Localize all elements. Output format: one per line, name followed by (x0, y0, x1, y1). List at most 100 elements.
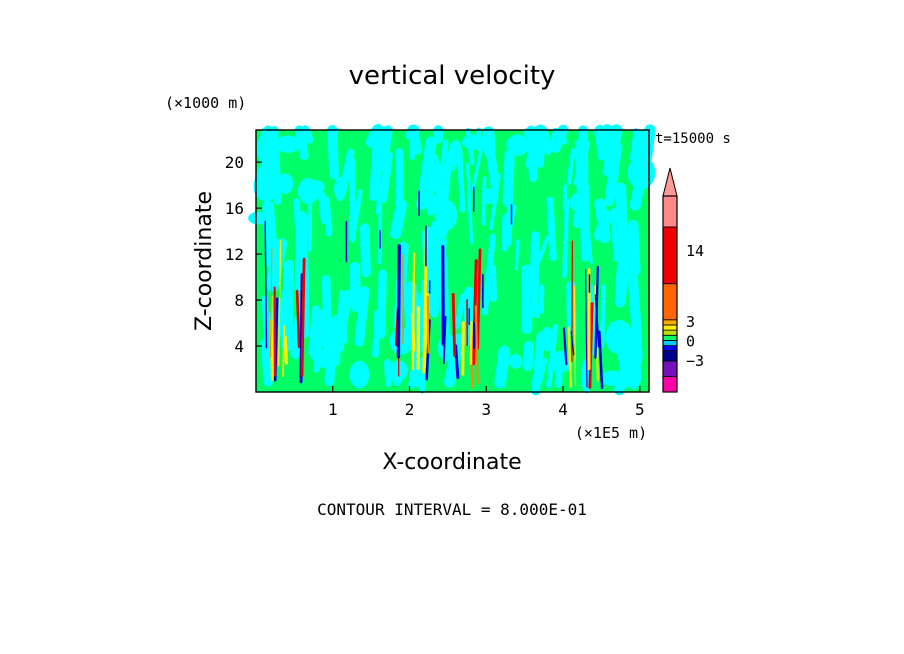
colorbar-band (662, 329, 678, 336)
field-streak (343, 308, 348, 344)
field-streak (514, 239, 520, 271)
field-streak (502, 149, 515, 208)
field-streak (260, 338, 273, 387)
colorbar-label: −3 (686, 352, 704, 370)
field-filament (411, 252, 416, 371)
field-streak (308, 305, 321, 356)
field-cell (605, 320, 634, 355)
field-filament (451, 292, 457, 357)
field-streak (424, 233, 441, 307)
field-streak (454, 293, 466, 329)
plot-frame (255, 129, 650, 393)
time-label: t=15000 s (655, 131, 731, 147)
colorbar: 14 30 −3 (662, 167, 704, 393)
field-streak (359, 223, 371, 278)
colorbar-label: 14 (686, 242, 704, 260)
field-filament (277, 239, 282, 367)
field-streak (482, 126, 496, 157)
x-axis-ticks: 1 2 3 4 5 (328, 386, 645, 419)
field-streak (378, 189, 383, 265)
field-cell (435, 199, 458, 231)
field-streak (300, 125, 314, 144)
field-streak (481, 233, 496, 316)
field-filament (573, 285, 577, 386)
field-filament (269, 319, 274, 381)
y-tick-label: 4 (234, 337, 244, 356)
field-filament (282, 325, 286, 377)
field-streak (614, 357, 632, 396)
field-streak (615, 182, 628, 237)
field-cell (506, 134, 530, 156)
field-cell (314, 310, 329, 348)
field-cell (276, 135, 301, 153)
field-streak (372, 309, 381, 358)
field-streak (594, 124, 608, 161)
velocity-field (248, 124, 656, 396)
field-streak (349, 261, 362, 313)
field-streak (354, 286, 370, 347)
colorbar-label: 3 (686, 313, 695, 331)
field-streak (546, 323, 559, 389)
field-streak (405, 124, 420, 141)
colorbar-band (662, 283, 678, 321)
field-streak (537, 235, 550, 263)
field-cell (569, 192, 588, 212)
field-streak (615, 232, 632, 292)
field-streak (318, 191, 329, 225)
field-filament (295, 290, 301, 349)
field-cell (276, 173, 294, 194)
field-cell (349, 360, 370, 389)
field-cell (528, 125, 550, 156)
field-filament (454, 344, 460, 380)
field-streak (538, 284, 545, 314)
y-axis-label: Z-coordinate (192, 191, 217, 331)
x-tick-label: 4 (558, 400, 568, 419)
field-streak (384, 359, 393, 387)
field-cell (328, 314, 346, 348)
field-cell (626, 336, 643, 372)
x-tick-label: 1 (328, 400, 338, 419)
field-cell (333, 177, 347, 202)
field-filament (598, 330, 604, 390)
field-filament (469, 321, 473, 365)
x-tick-label: 3 (481, 400, 491, 419)
field-streak (378, 125, 393, 172)
colorbar-band (662, 226, 678, 285)
field-cell (248, 211, 269, 225)
field-streak (610, 207, 624, 263)
field-streak (350, 189, 363, 243)
field-filament (426, 295, 430, 354)
field-cell (310, 347, 326, 363)
colorbar-band (662, 319, 678, 326)
field-streak (266, 239, 279, 286)
field-filament (264, 220, 268, 349)
field-filament (410, 313, 416, 352)
field-streak (456, 146, 466, 213)
field-filament (588, 302, 594, 389)
field-cell (431, 153, 441, 193)
colorbar-band (662, 360, 678, 377)
field-streak (365, 124, 384, 148)
colorbar-band (662, 345, 678, 352)
field-cell (389, 327, 414, 355)
colorbar-band (662, 350, 678, 362)
field-streak (377, 269, 387, 339)
field-streak (573, 140, 590, 187)
field-filament (441, 245, 445, 346)
field-streak (627, 268, 643, 346)
field-filament (476, 248, 482, 350)
field-streak (529, 231, 540, 318)
field-streak (465, 163, 474, 244)
field-cell (601, 370, 623, 386)
y-tick-label: 20 (225, 153, 244, 172)
field-streak (522, 340, 535, 372)
field-streak (531, 331, 546, 396)
field-filament (585, 268, 588, 388)
field-filament (474, 305, 479, 385)
field-streak (533, 281, 540, 319)
field-cell (553, 350, 568, 374)
field-filament (270, 248, 273, 358)
field-streak (599, 284, 606, 348)
